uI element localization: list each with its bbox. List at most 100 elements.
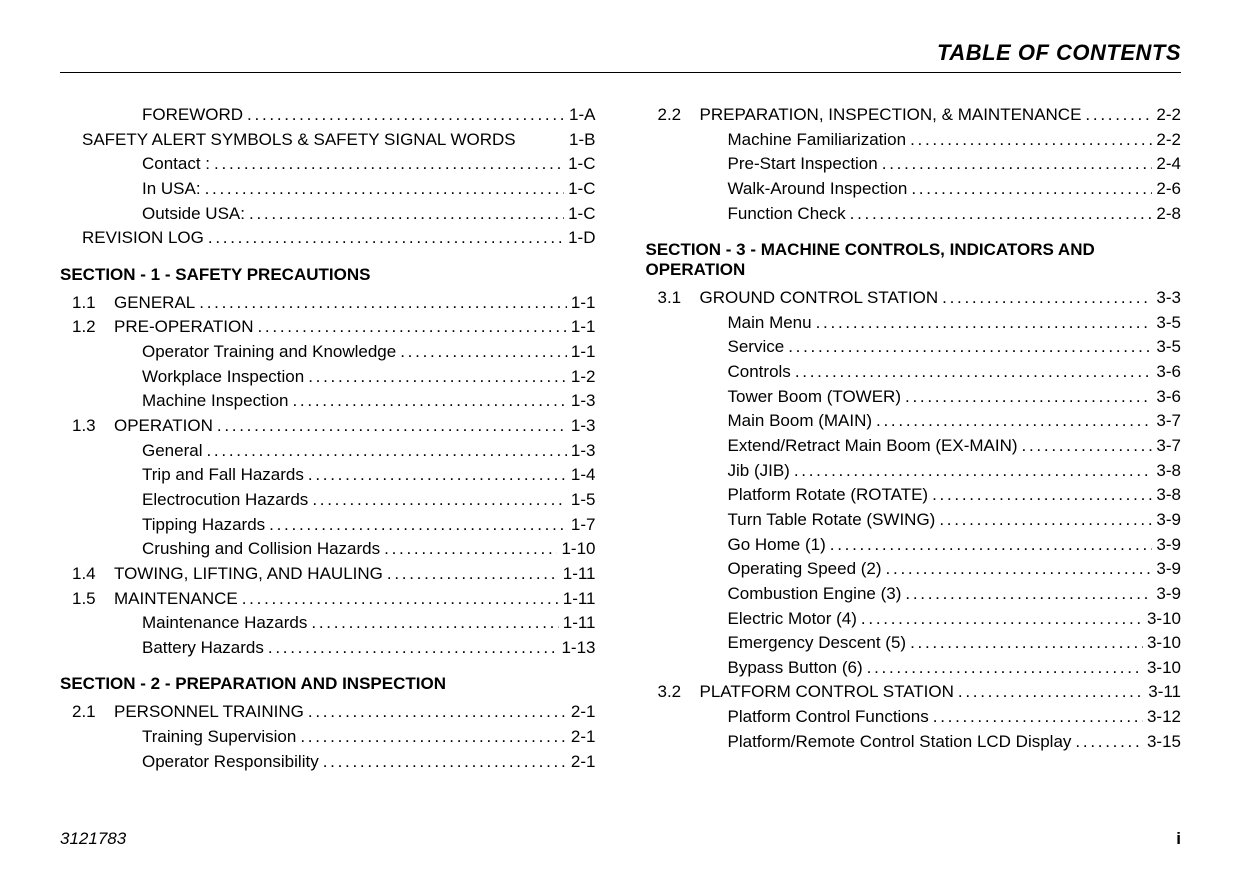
leader-dots: [304, 463, 567, 488]
entry-label: Machine Inspection: [142, 389, 288, 414]
entry-label: Trip and Fall Hazards: [142, 463, 304, 488]
leader-dots: [882, 557, 1153, 582]
entry-label: Maintenance Hazards: [142, 611, 307, 636]
leader-dots: [265, 513, 567, 538]
toc-entry: Machine Inspection1-3: [60, 389, 596, 414]
entry-number: 3.1: [658, 286, 700, 311]
entry-page: 1-1: [567, 340, 596, 365]
toc-entry: Machine Familiarization 2-2: [646, 128, 1182, 153]
leader-dots: [826, 533, 1153, 558]
leader-dots: [954, 680, 1144, 705]
toc-entry: Trip and Fall Hazards1-4: [60, 463, 596, 488]
entry-number: 1.1: [72, 291, 114, 316]
leader-dots: [784, 335, 1152, 360]
leader-dots: [296, 725, 567, 750]
entry-label: Combustion Engine (3): [728, 582, 902, 607]
entry-page: 3-9: [1152, 557, 1181, 582]
toc-entry: 3.1GROUND CONTROL STATION3-3: [646, 286, 1182, 311]
toc-entry: Contact :1-C: [60, 152, 596, 177]
entry-page: 3-5: [1152, 335, 1181, 360]
entry-label: Outside USA:: [142, 202, 245, 227]
entry-page: 3-7: [1152, 434, 1181, 459]
leader-dots: [857, 607, 1143, 632]
entry-number: 1.3: [72, 414, 114, 439]
leader-dots: [195, 291, 567, 316]
toc-entry: SAFETY ALERT SYMBOLS & SAFETY SIGNAL WOR…: [60, 128, 596, 153]
entry-page: 3-6: [1152, 385, 1181, 410]
entry-label: Tipping Hazards: [142, 513, 265, 538]
entry-label: Extend/Retract Main Boom (EX-MAIN): [728, 434, 1018, 459]
toc-entry: Pre-Start Inspection2-4: [646, 152, 1182, 177]
toc-entry: Electrocution Hazards 1-5: [60, 488, 596, 513]
toc-entry: Operator Training and Knowledge1-1: [60, 340, 596, 365]
toc-right-column: 2.2PREPARATION, INSPECTION, & MAINTENANC…: [646, 103, 1182, 774]
leader-dots: [264, 636, 558, 661]
entry-page: 2-2: [1152, 128, 1181, 153]
entry-page: 1-5: [567, 488, 596, 513]
entry-number: 1.5: [72, 587, 114, 612]
entry-page: 3-10: [1143, 607, 1181, 632]
entry-page: 1-C: [564, 202, 595, 227]
toc-entry: Battery Hazards 1-13: [60, 636, 596, 661]
page: TABLE OF CONTENTS FOREWORD1-ASAFETY ALER…: [0, 0, 1241, 877]
entry-page: 1-13: [557, 636, 595, 661]
leader-dots: [929, 705, 1143, 730]
toc-entry: Combustion Engine (3)3-9: [646, 582, 1182, 607]
entry-label: Pre-Start Inspection: [728, 152, 878, 177]
entry-label: Main Boom (MAIN): [728, 409, 873, 434]
toc-entry: FOREWORD1-A: [60, 103, 596, 128]
toc-entry: Operator Responsibility2-1: [60, 750, 596, 775]
entry-label: Electric Motor (4): [728, 607, 857, 632]
entry-page: 3-3: [1152, 286, 1181, 311]
entry-label: Bypass Button (6): [728, 656, 863, 681]
leader-dots: [288, 389, 566, 414]
leader-dots: [1071, 730, 1143, 755]
entry-label: Turn Table Rotate (SWING): [728, 508, 936, 533]
toc-entry: Tower Boom (TOWER)3-6: [646, 385, 1182, 410]
leader-dots: [243, 103, 565, 128]
entry-page: 2-6: [1152, 177, 1181, 202]
section-heading: SECTION - 2 - PREPARATION AND INSPECTION: [60, 674, 596, 694]
entry-label: MAINTENANCE: [114, 587, 238, 612]
entry-label: General: [142, 439, 202, 464]
entry-label: Battery Hazards: [142, 636, 264, 661]
toc-entry: 1.1GENERAL1-1: [60, 291, 596, 316]
entry-page: 3-11: [1144, 680, 1181, 705]
entry-label: Electrocution Hazards: [142, 488, 308, 513]
entry-page: 1-2: [567, 365, 596, 390]
leader-dots: [1018, 434, 1153, 459]
entry-page: 3-7: [1152, 409, 1181, 434]
entry-page: 1-C: [564, 177, 595, 202]
entry-page: 3-10: [1143, 656, 1181, 681]
leader-dots: [319, 750, 567, 775]
entry-label: SAFETY ALERT SYMBOLS & SAFETY SIGNAL WOR…: [82, 128, 516, 153]
leader-dots: [213, 414, 567, 439]
toc-entry: Main Menu3-5: [646, 311, 1182, 336]
toc-entry: 2.1PERSONNEL TRAINING2-1: [60, 700, 596, 725]
entry-label: Platform Control Functions: [728, 705, 929, 730]
toc-entry: 1.3OPERATION1-3: [60, 414, 596, 439]
entry-page: 1-10: [557, 537, 595, 562]
entry-label: Jib (JIB): [728, 459, 790, 484]
leader-dots: [906, 128, 1152, 153]
entry-page: 3-8: [1152, 459, 1181, 484]
entry-label: PLATFORM CONTROL STATION: [700, 680, 954, 705]
toc-entry: Emergency Descent (5)3-10: [646, 631, 1182, 656]
entry-page: 1-11: [559, 611, 596, 636]
toc-entry: Walk-Around Inspection 2-6: [646, 177, 1182, 202]
entry-page: 3-5: [1152, 311, 1181, 336]
toc-entry: Function Check2-8: [646, 202, 1182, 227]
toc-entry: Platform Control Functions3-12: [646, 705, 1182, 730]
toc-entry: 3.2PLATFORM CONTROL STATION3-11: [646, 680, 1182, 705]
leader-dots: [928, 483, 1152, 508]
toc-entry: Electric Motor (4) 3-10: [646, 607, 1182, 632]
entry-label: Operator Responsibility: [142, 750, 319, 775]
entry-label: Function Check: [728, 202, 846, 227]
leader-dots: [935, 508, 1152, 533]
entry-label: Machine Familiarization: [728, 128, 907, 153]
leader-dots: [204, 226, 564, 251]
entry-page: 1-A: [565, 103, 595, 128]
entry-label: Walk-Around Inspection: [728, 177, 908, 202]
leader-dots: [210, 152, 564, 177]
toc-entry: Go Home (1)3-9: [646, 533, 1182, 558]
